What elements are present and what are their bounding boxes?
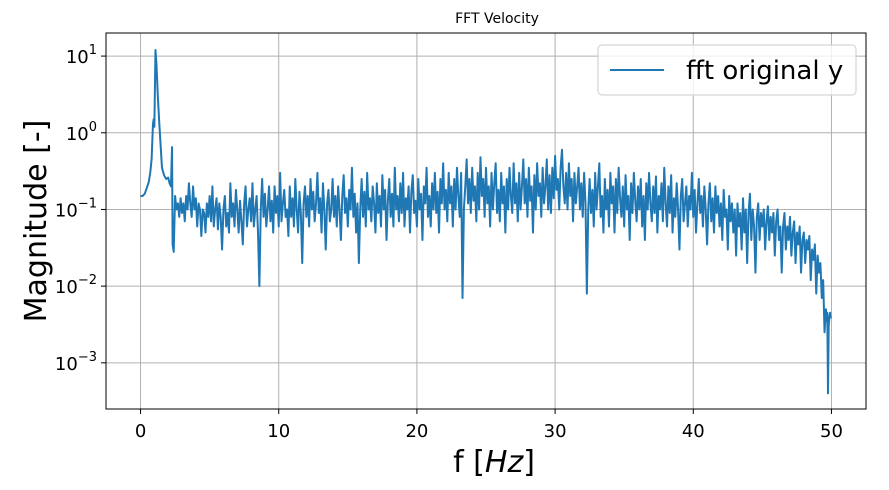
- x-tick-label-2: 20: [405, 421, 428, 442]
- series-line-0: [140, 49, 832, 395]
- y-tick-label-base-3: 10: [55, 277, 78, 298]
- x-tick-label-1: 10: [267, 421, 290, 442]
- y-tick-label-base-2: 10: [55, 200, 78, 221]
- x-axis-label: f [Hz]: [453, 445, 535, 480]
- legend: fft original y: [597, 44, 857, 96]
- x-axis-label-unit: Hz: [485, 445, 525, 480]
- x-axis-label-close: ]: [523, 445, 535, 480]
- y-tick-label-exp-2: −1: [78, 196, 97, 211]
- y-tick-label-exp-4: −3: [78, 350, 97, 365]
- x-tick-label-4: 40: [682, 421, 705, 442]
- x-axis-label-f: f [: [453, 445, 485, 480]
- y-axis-label: Magnitude [-]: [19, 120, 54, 323]
- y-tick-label-0: 101: [66, 43, 97, 68]
- legend-box: [597, 44, 857, 96]
- y-tick-label-exp-3: −2: [78, 273, 97, 288]
- plot-frame: [105, 32, 867, 410]
- y-tick-label-3: 10−2: [55, 273, 97, 298]
- series-layer: [140, 49, 832, 395]
- y-tick-label-base-0: 10: [66, 47, 89, 68]
- chart-title: FFT Velocity: [455, 11, 539, 27]
- x-axis-ticks: 0 10 20 30 40 50: [135, 409, 843, 442]
- x-tick-label-5: 50: [820, 421, 843, 442]
- y-tick-label-2: 10−1: [55, 196, 97, 221]
- y-tick-label-exp-0: 1: [89, 43, 97, 58]
- x-tick-label-3: 30: [544, 421, 567, 442]
- x-tick-label-0: 0: [135, 421, 146, 442]
- y-tick-label-base-4: 10: [55, 354, 78, 375]
- y-tick-label-exp-1: 0: [89, 120, 97, 135]
- y-tick-label-4: 10−3: [55, 350, 97, 375]
- y-tick-label-base-1: 10: [66, 124, 89, 145]
- legend-label: fft original y: [686, 56, 843, 86]
- y-tick-label-1: 100: [66, 120, 97, 145]
- grid-lines: [106, 33, 866, 409]
